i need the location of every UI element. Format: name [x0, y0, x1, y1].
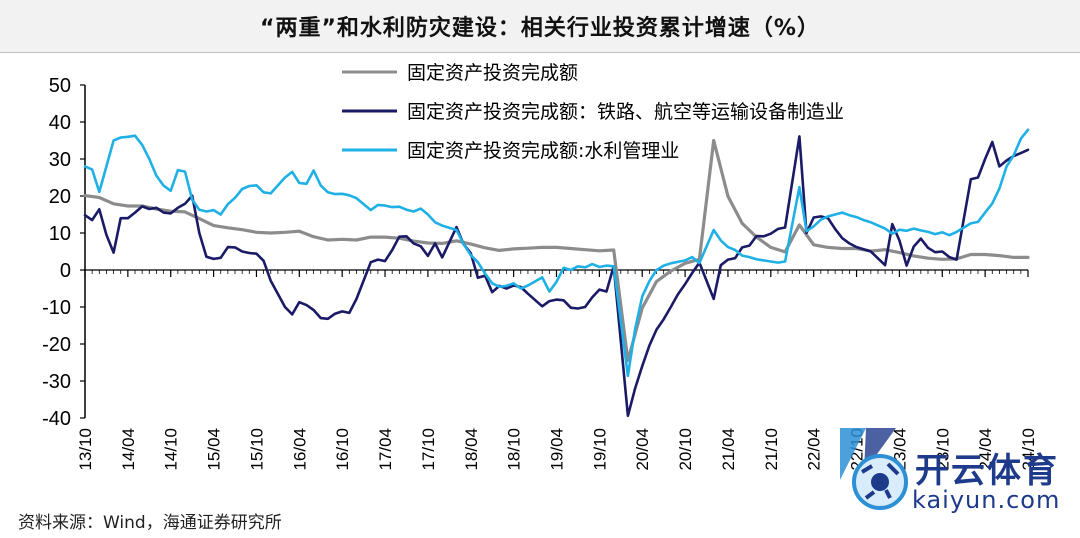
- title-band: [0, 0, 1080, 53]
- x-tick-label: 15/04: [205, 428, 224, 471]
- x-tick-label: 18/04: [462, 428, 481, 471]
- source-note: 资料来源：Wind，海通证券研究所: [18, 513, 282, 533]
- x-tick-label: 17/04: [376, 428, 395, 471]
- legend: 固定资产投资完成额固定资产投资完成额：铁路、航空等运输设备制造业固定资产投资完成…: [342, 62, 844, 162]
- watermark-domain: kaiyun.com: [912, 486, 1061, 514]
- series-line-3: [83, 128, 1030, 378]
- x-tick-label: 16/04: [290, 428, 309, 471]
- x-tick-label: 21/10: [762, 428, 781, 471]
- watermark-text: 开云体育: [915, 451, 1059, 491]
- x-tick-label: 19/10: [590, 428, 609, 471]
- x-tick-label: 23/10: [933, 428, 952, 471]
- y-tick-label: 0: [60, 260, 71, 282]
- x-tick-label: 18/10: [505, 428, 524, 471]
- legend-label-1: 固定资产投资完成额: [407, 62, 578, 84]
- y-tick-label: -30: [42, 371, 71, 393]
- x-tick-label: 20/10: [676, 428, 695, 471]
- x-tick-label: 22/04: [805, 428, 824, 471]
- x-tick-label: 15/10: [247, 428, 266, 471]
- y-tick-label: -40: [42, 408, 71, 430]
- x-tick-label: 14/10: [162, 428, 181, 471]
- x-tick-label: 21/04: [719, 428, 738, 471]
- y-tick-label: 50: [49, 75, 71, 97]
- axes-group: 50 40 30 20 10 0 -10 -20 -30 -40 13/10 14/04 14/10 15…: [42, 75, 1038, 471]
- x-tick-label: 24/10: [1019, 428, 1038, 471]
- y-tick-label: 20: [49, 186, 71, 208]
- x-tick-label: 14/04: [119, 428, 138, 471]
- line-chart: 50 40 30 20 10 0 -10 -20 -30 -40 13/10 14/04 14/10 15…: [42, 62, 1038, 471]
- legend-label-3: 固定资产投资完成额:水利管理业: [407, 140, 679, 162]
- y-tick-label: 40: [49, 112, 71, 134]
- y-tick-label: 10: [49, 223, 71, 245]
- y-tick-label: -10: [42, 297, 71, 319]
- y-tick-label: 30: [49, 149, 71, 171]
- legend-label-2: 固定资产投资完成额：铁路、航空等运输设备制造业: [407, 101, 844, 123]
- x-tick-label: 24/04: [976, 428, 995, 471]
- y-tick-label: -20: [42, 334, 71, 356]
- chart-title: “两重”和水利防灾建设：相关行业投资累计增速（%）: [260, 16, 820, 41]
- series-line-2: [83, 135, 1030, 418]
- x-tick-label: 13/10: [76, 428, 95, 471]
- watermark-logo-icon: [840, 428, 908, 510]
- x-tick-label: 16/10: [333, 428, 352, 471]
- series-group: [83, 128, 1030, 418]
- x-tick-label: 19/04: [548, 428, 567, 471]
- x-tick-label: 17/10: [419, 428, 438, 471]
- x-tick-label: 20/04: [633, 428, 652, 471]
